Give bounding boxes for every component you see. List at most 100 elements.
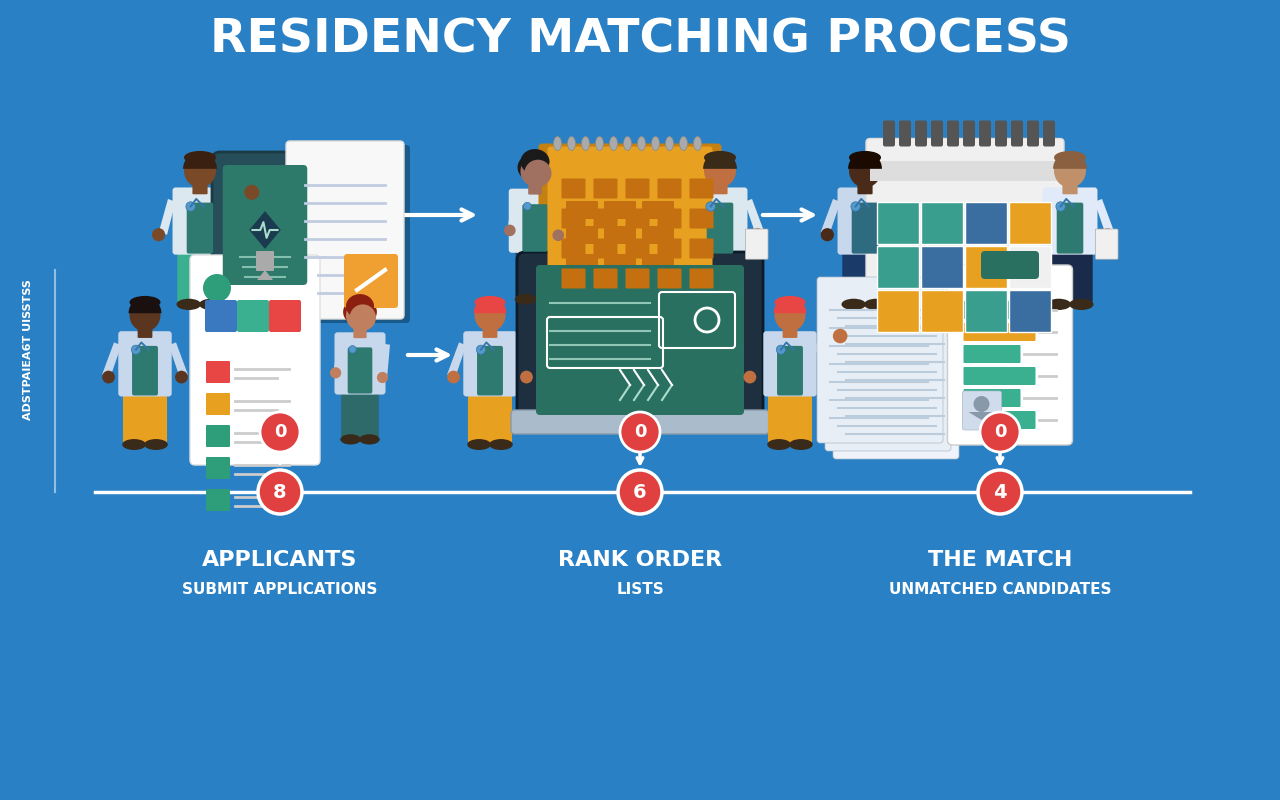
FancyBboxPatch shape [602,163,611,175]
FancyBboxPatch shape [138,325,152,338]
FancyBboxPatch shape [511,410,769,434]
FancyBboxPatch shape [626,269,649,289]
FancyBboxPatch shape [657,161,666,175]
Circle shape [186,202,196,211]
FancyBboxPatch shape [1009,246,1051,287]
Ellipse shape [129,296,160,309]
FancyBboxPatch shape [1057,202,1083,254]
FancyBboxPatch shape [922,202,963,243]
FancyBboxPatch shape [292,145,410,323]
FancyBboxPatch shape [187,202,214,254]
FancyBboxPatch shape [899,121,911,146]
FancyBboxPatch shape [922,246,963,287]
FancyBboxPatch shape [602,161,611,175]
Polygon shape [334,344,346,374]
FancyBboxPatch shape [516,245,554,298]
Ellipse shape [1047,298,1071,310]
FancyBboxPatch shape [206,393,230,415]
FancyBboxPatch shape [178,247,223,302]
Polygon shape [969,412,995,420]
FancyBboxPatch shape [604,254,636,272]
FancyBboxPatch shape [883,121,895,146]
Ellipse shape [129,298,160,331]
Circle shape [978,470,1021,514]
Circle shape [476,345,485,354]
Text: THE MATCH: THE MATCH [928,550,1073,570]
FancyBboxPatch shape [826,285,951,451]
FancyBboxPatch shape [965,246,1007,287]
FancyBboxPatch shape [594,209,617,229]
FancyBboxPatch shape [643,161,652,175]
FancyBboxPatch shape [1043,121,1055,146]
FancyBboxPatch shape [1009,290,1051,331]
FancyBboxPatch shape [858,181,873,194]
Polygon shape [554,200,566,234]
Polygon shape [890,199,909,234]
Polygon shape [250,211,280,249]
Polygon shape [820,199,841,234]
Wedge shape [474,297,507,314]
Circle shape [102,370,115,383]
FancyBboxPatch shape [842,247,888,302]
FancyBboxPatch shape [189,255,320,465]
Polygon shape [1025,199,1046,234]
FancyBboxPatch shape [690,178,713,198]
Circle shape [447,370,460,383]
FancyBboxPatch shape [237,300,269,332]
Ellipse shape [849,151,881,164]
Text: 8: 8 [273,482,287,502]
Polygon shape [676,199,695,234]
Ellipse shape [595,137,603,150]
FancyBboxPatch shape [626,178,649,198]
FancyBboxPatch shape [964,389,1020,407]
FancyBboxPatch shape [768,389,812,443]
FancyBboxPatch shape [548,146,713,290]
Circle shape [851,202,860,211]
Circle shape [204,274,230,302]
FancyBboxPatch shape [628,163,637,175]
FancyBboxPatch shape [566,254,598,272]
Ellipse shape [1053,151,1085,164]
Text: 4: 4 [993,482,1007,502]
FancyBboxPatch shape [626,238,649,258]
Ellipse shape [623,137,631,150]
FancyBboxPatch shape [562,209,585,229]
FancyBboxPatch shape [573,161,582,175]
Circle shape [620,412,660,452]
FancyBboxPatch shape [468,389,512,443]
FancyBboxPatch shape [658,269,681,289]
FancyBboxPatch shape [745,229,768,259]
FancyBboxPatch shape [922,290,963,331]
FancyBboxPatch shape [867,138,1064,322]
FancyBboxPatch shape [877,290,919,331]
Polygon shape [447,342,466,377]
FancyBboxPatch shape [643,201,675,219]
Ellipse shape [184,151,216,164]
Text: ADSTPAIEA6T UISSTSS: ADSTPAIEA6T UISSTSS [23,279,33,421]
Ellipse shape [489,439,513,450]
FancyBboxPatch shape [947,265,1073,445]
FancyBboxPatch shape [833,293,959,459]
Ellipse shape [343,298,376,326]
FancyBboxPatch shape [963,391,1001,430]
FancyBboxPatch shape [699,161,708,175]
Circle shape [553,230,564,241]
FancyBboxPatch shape [964,367,1036,385]
FancyBboxPatch shape [604,201,636,219]
FancyBboxPatch shape [1062,181,1078,194]
Circle shape [1056,202,1065,211]
FancyBboxPatch shape [588,161,596,175]
Circle shape [175,370,188,383]
FancyBboxPatch shape [1096,229,1117,259]
Ellipse shape [864,298,888,310]
FancyBboxPatch shape [671,161,680,175]
Circle shape [330,367,342,378]
FancyBboxPatch shape [692,187,748,254]
Wedge shape [773,297,806,314]
FancyBboxPatch shape [553,171,640,197]
Text: 0: 0 [274,423,287,441]
FancyBboxPatch shape [334,332,385,394]
FancyBboxPatch shape [643,254,675,272]
FancyBboxPatch shape [205,300,237,332]
Polygon shape [102,342,122,377]
